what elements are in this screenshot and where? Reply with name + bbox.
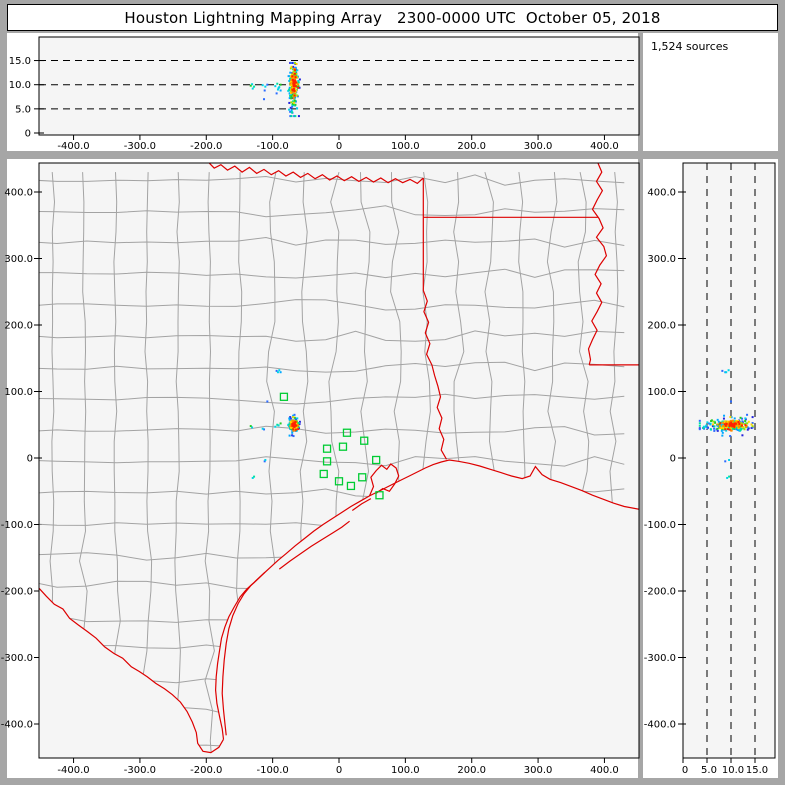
- panel-source-count: 1,524 sources: [643, 33, 778, 151]
- svg-text:400.0: 400.0: [590, 765, 619, 776]
- svg-text:15.0: 15.0: [746, 765, 768, 776]
- svg-text:300.0: 300.0: [647, 254, 676, 265]
- svg-text:-300.0: -300.0: [1, 653, 33, 664]
- svg-text:200.0: 200.0: [457, 141, 486, 152]
- galveston-bay: [368, 463, 400, 497]
- lma-station-marker: [358, 473, 367, 482]
- svg-text:-300.0: -300.0: [124, 141, 156, 152]
- svg-text:300.0: 300.0: [524, 141, 553, 152]
- svg-text:400.0: 400.0: [647, 188, 676, 199]
- map-axes: 400.0 300.0 200.0 100.0 0 -100.0 -200.0 -300.0 -…: [1, 188, 619, 777]
- svg-text:0: 0: [25, 129, 31, 140]
- svg-text:5.0: 5.0: [701, 765, 717, 776]
- svg-text:300.0: 300.0: [4, 254, 33, 265]
- svg-text:0: 0: [27, 454, 33, 465]
- svg-text:-300.0: -300.0: [644, 653, 676, 664]
- border-tx-la-sabine: [422, 217, 448, 460]
- svg-text:-100.0: -100.0: [644, 520, 676, 531]
- svg-text:10.0: 10.0: [722, 765, 744, 776]
- svg-text:-200.0: -200.0: [644, 587, 676, 598]
- svg-text:200.0: 200.0: [4, 321, 33, 332]
- lma-stations: [279, 392, 384, 500]
- svg-text:400.0: 400.0: [590, 141, 619, 152]
- svg-text:-200.0: -200.0: [190, 765, 222, 776]
- svg-text:100.0: 100.0: [647, 387, 676, 398]
- svg-text:-400.0: -400.0: [57, 141, 89, 152]
- lma-station-marker: [319, 469, 328, 479]
- lma-station-marker: [334, 477, 344, 486]
- lma-station-marker: [322, 444, 332, 453]
- mexico-mask: [39, 588, 224, 758]
- lma-station-marker: [372, 455, 381, 465]
- matagorda-island: [278, 520, 350, 570]
- lightning-sources-altitude-ns: [698, 369, 754, 479]
- svg-text:-200.0: -200.0: [1, 587, 33, 598]
- svg-text:-400.0: -400.0: [1, 720, 33, 731]
- svg-text:400.0: 400.0: [4, 188, 33, 199]
- source-count-label: 1,524 sources: [651, 40, 729, 53]
- svg-text:0: 0: [336, 765, 342, 776]
- svg-text:100.0: 100.0: [4, 387, 33, 398]
- state-borders: [39, 163, 639, 758]
- rio-grande: [39, 587, 225, 754]
- plot-area-altitude-ew[interactable]: [39, 37, 639, 135]
- window-title: Houston Lightning Mapping Array 2300-000…: [7, 4, 778, 31]
- border-tx-ok-red-river: [208, 163, 424, 185]
- svg-text:-400.0: -400.0: [644, 720, 676, 731]
- svg-text:100.0: 100.0: [391, 141, 420, 152]
- padre-island: [221, 571, 266, 736]
- svg-text:200.0: 200.0: [457, 765, 486, 776]
- lightning-sources-map: [249, 369, 301, 479]
- svg-text:0: 0: [336, 141, 342, 152]
- svg-text:-300.0: -300.0: [124, 765, 156, 776]
- lma-station-marker: [342, 428, 352, 437]
- svg-text:300.0: 300.0: [524, 765, 553, 776]
- svg-text:0: 0: [670, 454, 676, 465]
- lma-station-marker: [338, 442, 348, 451]
- frame-altitude-ew: [38, 36, 640, 136]
- svg-text:200.0: 200.0: [647, 321, 676, 332]
- galveston-island: [351, 498, 372, 511]
- svg-text:15.0: 15.0: [9, 56, 31, 67]
- svg-text:-100.0: -100.0: [257, 141, 289, 152]
- svg-text:-100.0: -100.0: [257, 765, 289, 776]
- lma-station-marker: [279, 392, 289, 401]
- svg-text:0: 0: [682, 765, 688, 776]
- svg-text:-100.0: -100.0: [1, 520, 33, 531]
- svg-text:100.0: 100.0: [391, 765, 420, 776]
- svg-text:-400.0: -400.0: [57, 765, 89, 776]
- lma-station-marker: [346, 481, 356, 491]
- frame-map: [38, 162, 640, 759]
- svg-text:-200.0: -200.0: [190, 141, 222, 152]
- lightning-sources-altitude-ew: [249, 61, 301, 118]
- altitude-ew-axes: 0 5.0 10.0 15.0 -400.0 -300.0 -200.0 -100.0 0 100…: [9, 56, 639, 152]
- mississippi-river: [587, 163, 608, 366]
- frame-altitude-ns: [682, 162, 776, 759]
- svg-text:10.0: 10.0: [9, 80, 31, 91]
- gulf-of-mexico-mask: [215, 460, 639, 758]
- lma-station-marker: [322, 457, 332, 466]
- altitude-ns-axes: 400.0 300.0 200.0 100.0 0 -100.0 -200.0 -300.0 -…: [644, 163, 768, 776]
- svg-text:5.0: 5.0: [15, 104, 31, 115]
- lma-station-marker: [360, 436, 369, 445]
- lma-station-marker: [375, 491, 384, 500]
